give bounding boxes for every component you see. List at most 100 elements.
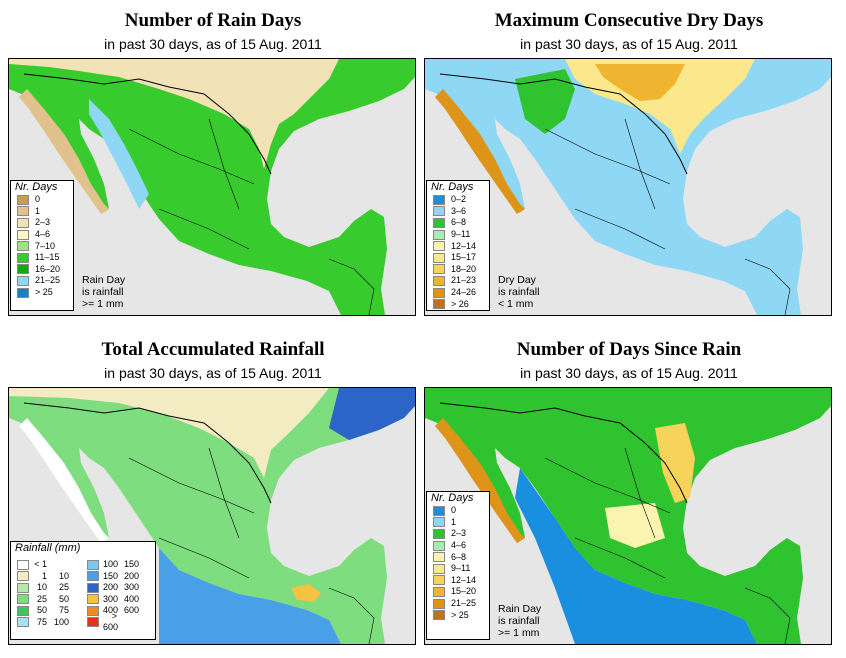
legend-label: 0 [35,194,41,205]
legend-swatch [17,206,29,217]
legend-swatch [17,217,29,228]
land-north [9,388,329,478]
legend-range-low: 200 [103,582,119,593]
legend-label: 4–6 [451,540,467,551]
legend-range-high: 10 [58,570,69,581]
legend-range-high: 50 [58,593,69,604]
land-south [159,548,341,644]
legend-entry: 11–15 [11,252,73,264]
legend-label: 7–10 [35,240,56,251]
legend-range-low: 10 [36,582,47,593]
legend-swatch [87,582,99,593]
legend-title: Nr. Days [431,492,474,504]
baja-peninsula [19,418,109,543]
legend-label: 16–20 [35,263,61,274]
legend-entry: 12–14 [427,240,489,252]
map-graphic [9,388,415,644]
legend-swatch [433,194,445,205]
legend-swatch [433,563,445,574]
legend-label: 4–6 [35,229,51,240]
legend-title: Rainfall (mm) [15,542,81,554]
legend-swatch [433,206,445,217]
legend-label: 21–25 [35,275,61,286]
legend-days-since: Nr. Days 0 1 2–3 4–6 6–8 9–11 12–14 15–20 21–25 >… [426,491,490,640]
legend-range-high: 25 [58,582,69,593]
legend-range-low: 25 [36,593,47,604]
pale-zone [605,503,665,548]
legend-label: 21–23 [451,275,477,286]
legend-label: 6–8 [451,217,467,228]
baja-peninsula [435,418,525,543]
legend-swatch [17,594,29,605]
legend-entry: 150 200 [81,571,139,583]
map-accum-rain [8,387,416,645]
legend-label: 15–17 [451,252,477,263]
panel-dry-days: Maximum Consecutive Dry Days in past 30 … [424,0,834,318]
legend-swatch [433,217,445,228]
legend-entry: 0 [11,194,73,206]
legend-label: 6–8 [451,551,467,562]
legend-swatch [433,575,445,586]
legend-title: Nr. Days [431,181,474,193]
legend-entry: 75 100 [11,617,69,629]
legend-note: Dry Day is rainfall < 1 mm [498,274,540,310]
panel-title: Number of Days Since Rain [516,339,742,360]
legend-entry: 6–8 [427,217,489,229]
state-lines [544,118,791,315]
legend-entry: 4–6 [11,229,73,241]
legend-swatch [17,252,29,263]
land-mass [425,59,831,315]
legend-entry: 15–20 [427,586,489,598]
legend-entry: 2–3 [11,217,73,229]
legend-entry: 21–25 [427,598,489,610]
legend-entry: 1 [427,517,489,529]
legend-swatch [433,505,445,516]
legend-entry: 4–6 [427,540,489,552]
legend-entry: 10 25 [11,582,69,594]
legend-entry: 21–25 [11,275,73,287]
legend-entry: 24–26 [427,287,489,299]
legend-swatch [433,229,445,240]
legend-swatch [433,264,445,275]
legend-entry: 12–14 [427,575,489,587]
map-rain-days [8,58,416,316]
legend-range-low: 50 [36,605,47,616]
coast-blue-band [89,99,149,209]
legend-label: 2–3 [451,528,467,539]
legend-label: 0–2 [451,194,467,205]
legend-swatch [433,241,445,252]
legend-entry: < 1 [11,559,69,571]
panel-rain-days: Number of Rain Days in past 30 days, as … [8,0,418,318]
legend-entry: 0 [427,505,489,517]
legend-swatch [17,571,29,582]
legend-swatch [87,559,99,570]
legend-entry: 300 400 [81,594,139,606]
legend-label: 24–26 [451,287,477,298]
legend-label: 15–20 [451,586,477,597]
panel-title: Total Accumulated Rainfall [101,339,325,360]
legend-swatch [433,540,445,551]
legend-rain-days: Nr. Days 0 1 2–3 4–6 7–10 11–15 16–20 21–25 > 25 [10,180,74,311]
map-graphic [9,59,415,315]
legend-label: > 25 [35,287,53,298]
legend-swatch [433,610,445,621]
panel-title: Number of Rain Days [124,10,302,31]
legend-range-high: 200 [123,570,139,581]
panel-title: Maximum Consecutive Dry Days [494,10,764,31]
legend-entry: 1 [11,206,73,218]
panel-subtitle: in past 30 days, as of 15 Aug. 2011 [520,365,738,381]
panel-subtitle: in past 30 days, as of 15 Aug. 2011 [104,365,322,381]
legend-entry: 100 150 [81,559,139,571]
legend-label: > 26 [451,298,469,309]
legend-swatch [433,552,445,563]
legend-entry: 6–8 [427,551,489,563]
legend-swatch [17,559,29,570]
legend-swatch [433,528,445,539]
panel-accum-rain: Total Accumulated Rainfall in past 30 da… [8,329,418,647]
state-lines [128,447,375,644]
legend-entry: > 25 [11,287,73,299]
border-line [439,73,688,175]
legend-entry: 16–20 [11,264,73,276]
texas-dry-band [655,423,695,503]
legend-entry: 1 10 [11,571,69,583]
